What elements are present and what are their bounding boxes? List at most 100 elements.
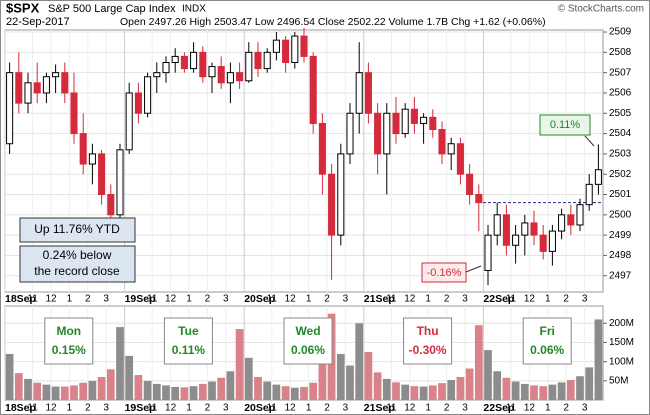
x-tick-label: 1	[67, 403, 73, 414]
candle-body	[374, 112, 382, 155]
candle-body	[52, 72, 60, 78]
volume-bar	[189, 386, 198, 400]
candle-body	[521, 222, 529, 236]
candle-body	[208, 66, 216, 78]
volume-bar	[566, 380, 575, 400]
volume-bar	[281, 386, 290, 400]
candle-body	[401, 108, 409, 135]
y-tick-label: 2504	[609, 128, 632, 139]
x-tick-label: 19Sep	[125, 402, 156, 414]
day-change: 0.15%	[52, 343, 86, 357]
y-tick-label: 2509	[609, 27, 632, 38]
candle-body	[116, 149, 124, 216]
volume-bar	[51, 386, 60, 400]
candle-body	[291, 35, 299, 63]
x-tick-label: 11	[267, 403, 278, 414]
x-tick-label: 11	[267, 294, 278, 305]
candle-body	[88, 153, 96, 165]
y-tick-label: 2508	[609, 47, 632, 58]
day-box	[522, 317, 572, 365]
volume-bar	[401, 384, 410, 400]
x-tick-label: 2	[444, 403, 450, 414]
annotation: 0.11%	[550, 119, 581, 131]
candle-body	[134, 92, 142, 114]
day-name: Wed	[295, 324, 320, 338]
volume-bar	[346, 365, 354, 400]
day-box	[44, 317, 94, 365]
x-tick-label: 2	[205, 294, 211, 305]
volume-bar	[198, 383, 207, 400]
x-tick-label: 11	[506, 294, 517, 305]
quote: Open 2497.26 High 2503.47 Low 2496.54 Cl…	[120, 16, 546, 28]
candle-body	[282, 39, 290, 63]
volume-bar	[474, 325, 483, 400]
candle-body	[512, 234, 520, 246]
volume-bar	[318, 342, 327, 400]
x-tick-label: 1	[306, 294, 312, 305]
volume-bar	[382, 378, 391, 400]
x-tick-label: 11	[147, 403, 158, 414]
subtitle: S&P 500 Large Cap Index	[48, 3, 176, 15]
x-tick-label: 11	[27, 294, 38, 305]
x-tick-label: 3	[462, 403, 468, 414]
y-tick-label: 2502	[609, 169, 632, 180]
x-tick-label: 12	[404, 294, 416, 305]
x-tick-label: 12	[165, 403, 177, 414]
x-tick-label: 1	[545, 294, 551, 305]
day-box	[163, 317, 213, 365]
candle-body	[576, 204, 584, 226]
candle-body	[171, 55, 179, 63]
candle-body	[254, 51, 262, 70]
volume-bar	[180, 387, 189, 400]
volume-bar	[272, 384, 281, 400]
candle-body	[438, 129, 446, 155]
x-tick-label: 18Sep	[5, 402, 36, 414]
volume-bar	[106, 369, 115, 400]
x-tick-label: 12	[524, 294, 536, 305]
x-tick-label: 19Sep	[125, 293, 156, 305]
x-tick-label: 3	[103, 294, 109, 305]
x-tick-label: 11	[147, 294, 158, 305]
candle-body	[585, 183, 593, 206]
candle-body	[456, 143, 464, 175]
candle-body	[245, 51, 253, 82]
candle-body	[226, 72, 234, 84]
volume-bar	[70, 385, 78, 400]
y-tick-label: 2507	[609, 67, 632, 78]
candle-body	[383, 112, 391, 155]
candle-body	[15, 72, 23, 104]
volume-bar	[557, 382, 566, 400]
x-tick-label: 3	[582, 403, 588, 414]
candle-body	[125, 92, 133, 151]
volume-bar	[585, 367, 594, 400]
day-name: Thu	[417, 324, 439, 338]
volume-bar	[290, 387, 299, 400]
volume-bar	[88, 380, 97, 400]
x-tick-label: 22Sep	[483, 293, 514, 305]
arrow	[465, 265, 482, 273]
annotation-box	[421, 262, 467, 283]
x-tick-label: 3	[223, 294, 229, 305]
volume-bar	[42, 384, 51, 400]
x-tick-label: 3	[343, 294, 349, 305]
volume-bar	[594, 319, 603, 400]
candle-body	[162, 61, 170, 74]
candle-body	[530, 222, 538, 236]
x-tick-label: 20Sep	[244, 293, 275, 305]
x-tick-label: 3	[582, 294, 588, 305]
candle-body	[392, 112, 400, 135]
volume-bar	[162, 385, 170, 400]
x-tick-label: 21Sep	[364, 402, 395, 414]
candle-body	[558, 214, 566, 232]
candle-body	[539, 234, 547, 252]
volume-bar	[171, 386, 180, 400]
candle-body	[466, 173, 474, 196]
y-tick-label: 2503	[609, 149, 632, 160]
volume-bar	[116, 327, 124, 400]
day-change: 0.11%	[172, 343, 206, 357]
y-tick-label: 2506	[609, 88, 632, 99]
y-tick-label: 2500	[609, 209, 632, 220]
volume-bar	[373, 372, 382, 400]
candle-body	[502, 214, 510, 246]
